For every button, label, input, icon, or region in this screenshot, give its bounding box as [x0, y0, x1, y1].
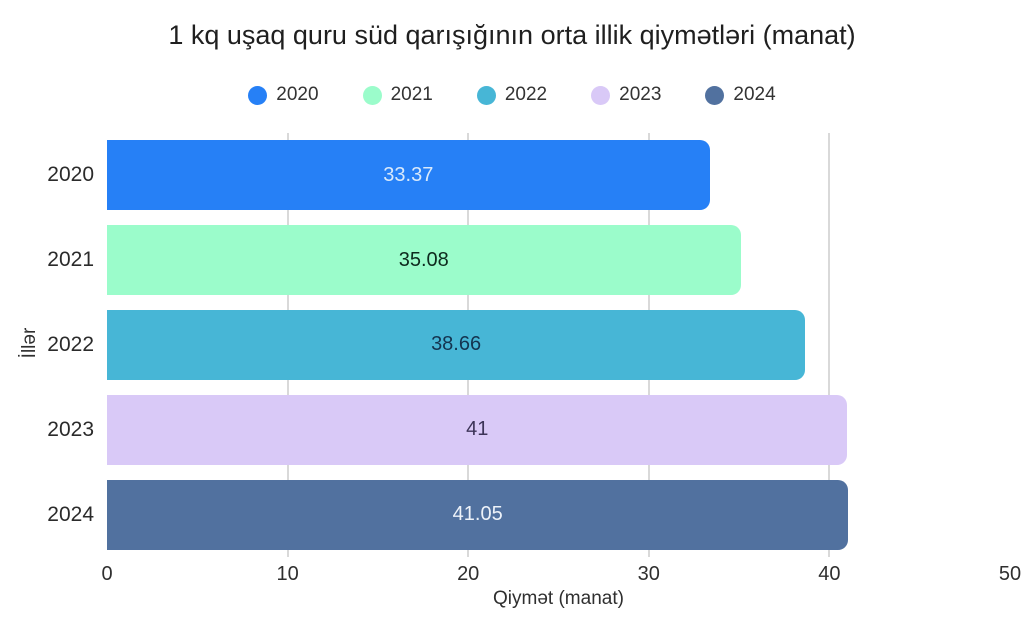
plot-area: 2020 33.37 2021 35.08 2022 38.66 2023 41 2024 41.… [47, 133, 1010, 557]
legend-label: 2021 [390, 84, 433, 105]
legend-label: 2023 [619, 84, 662, 105]
bar-2021: 35.08 [107, 225, 741, 296]
legend: 2020 2021 2022 2023 2024 [0, 84, 1024, 106]
legend-swatch [591, 85, 611, 105]
bar-2020: 33.37 [107, 140, 710, 211]
bar-row-2020: 2020 33.37 [47, 133, 1010, 218]
bar-value-label: 35.08 [398, 248, 449, 271]
bar-row-2021: 2021 35.08 [47, 218, 1010, 303]
x-axis-ticks: 0 10 20 30 40 50 [101, 563, 1021, 587]
bar-2023: 41 [107, 394, 848, 465]
legend-swatch [705, 85, 725, 105]
x-tick-30: 30 [637, 563, 660, 585]
legend-swatch [362, 85, 382, 105]
bar-value-label: 38.66 [431, 333, 482, 356]
x-tick-10: 10 [276, 563, 299, 585]
bar-row-2023: 2023 41 [47, 387, 1010, 472]
x-tick-0: 0 [101, 563, 113, 585]
bar-value-label: 41 [466, 418, 489, 441]
x-tick-40: 40 [818, 563, 841, 585]
bar-row-2022: 2022 38.66 [47, 303, 1010, 388]
category-label: 2024 [47, 502, 94, 526]
gridline-40 [828, 133, 831, 557]
category-label: 2020 [47, 163, 94, 187]
bar-2022: 38.66 [107, 309, 806, 380]
x-tick-50: 50 [998, 563, 1022, 585]
x-axis-title: Qiymət (manat) [493, 588, 624, 609]
legend-item-2022[interactable]: 2022 [476, 84, 548, 106]
legend-label: 2024 [733, 84, 776, 105]
legend-item-2020[interactable]: 2020 [248, 84, 319, 106]
legend-label: 2022 [504, 84, 548, 105]
legend-item-2024[interactable]: 2024 [705, 84, 776, 106]
category-label: 2021 [47, 248, 94, 272]
x-tick-20: 20 [457, 563, 480, 585]
legend-swatch [248, 85, 268, 105]
bar-value-label: 41.05 [452, 503, 503, 526]
legend-item-2021[interactable]: 2021 [362, 84, 433, 106]
bar-2024: 41.05 [107, 479, 849, 550]
legend-label: 2020 [276, 84, 319, 105]
legend-swatch [476, 85, 496, 105]
category-label: 2023 [47, 417, 94, 441]
bar-row-2024: 2024 41.05 [47, 472, 1010, 557]
y-axis-title: İllər [19, 327, 40, 359]
bar-value-label: 33.37 [383, 163, 434, 186]
category-label: 2022 [47, 332, 94, 356]
legend-item-2023[interactable]: 2023 [591, 84, 661, 106]
chart-title: 1 kq uşaq quru süd qarışığının orta illi… [168, 20, 856, 50]
